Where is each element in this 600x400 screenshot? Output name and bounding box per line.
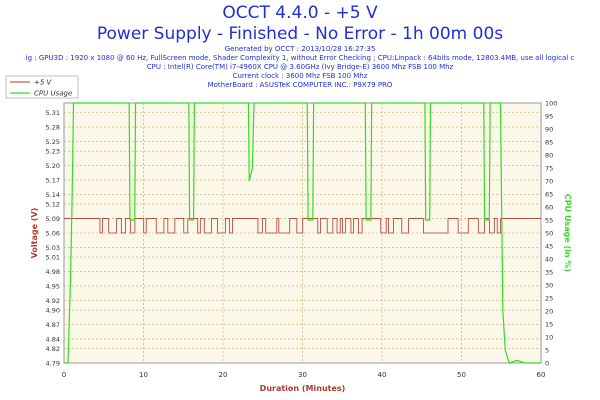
info-config: ig : GPU3D : 1920 x 1080 @ 60 Hz, FullSc… <box>25 54 575 62</box>
y-tick-label: 4.79 <box>46 360 60 368</box>
y-tick-label: 5.20 <box>46 162 60 170</box>
y-tick-label: 5.09 <box>46 215 60 223</box>
x-tick-label: 10 <box>139 371 148 379</box>
info-cpu: CPU : Intel(R) Core(TM) i7-4960X CPU @ 3… <box>146 63 454 71</box>
x-tick-label: 20 <box>219 371 228 379</box>
y2-tick-label: 40 <box>545 256 553 264</box>
y-tick-label: 5.06 <box>46 230 60 238</box>
y-tick-label: 5.12 <box>46 201 60 209</box>
y-tick-label: 5.03 <box>46 244 60 252</box>
y2-tick-label: 95 <box>545 113 553 121</box>
y2-tick-label: 30 <box>545 282 553 290</box>
legend-cpu-label: CPU Usage <box>34 90 72 98</box>
y2-tick-label: 75 <box>545 165 553 173</box>
x-tick-label: 40 <box>378 371 387 379</box>
x-tick-label: 30 <box>298 371 307 379</box>
x-tick-label: 50 <box>457 371 466 379</box>
y2-tick-label: 100 <box>545 100 557 108</box>
chart-title: OCCT 4.4.0 - +5 V <box>222 3 378 23</box>
y2-tick-label: 85 <box>545 139 553 147</box>
y-tick-label: 4.84 <box>46 335 60 343</box>
y2-tick-label: 10 <box>545 334 553 342</box>
y-tick-label: 5.23 <box>46 148 60 156</box>
y2-tick-label: 55 <box>545 217 553 225</box>
y2-tick-label: 5 <box>545 347 549 355</box>
chart-subtitle: Power Supply - Finished - No Error - 1h … <box>96 24 504 44</box>
info-motherboard: MotherBoard : ASUSTeK COMPUTER INC.: P9X… <box>207 81 393 89</box>
axes: 0 10 20 30 40 50 604.794.824.844.874.904.924.9… <box>30 100 572 394</box>
y2-tick-label: 50 <box>545 230 553 238</box>
legend-voltage-label: +5 V <box>34 79 53 87</box>
legend: +5 V CPU Usage <box>5 75 79 99</box>
y-tick-label: 4.92 <box>46 297 60 305</box>
y-tick-label: 5.17 <box>46 177 60 185</box>
y2-tick-label: 65 <box>545 191 553 199</box>
y-tick-label: 4.90 <box>46 307 60 315</box>
y-tick-label: 5.14 <box>46 191 60 199</box>
x-axis-label: Duration (Minutes) <box>260 384 346 393</box>
y-tick-label: 4.87 <box>46 321 60 329</box>
y2-tick-label: 20 <box>545 308 553 316</box>
x-tick-label: 60 <box>537 371 546 379</box>
y2-tick-label: 45 <box>545 243 553 251</box>
y2-tick-label: 0 <box>545 360 549 368</box>
y2-tick-label: 25 <box>545 295 553 303</box>
y2-tick-label: 70 <box>545 178 553 186</box>
x-tick-label: 0 <box>62 371 66 379</box>
cpu-usage-series-line <box>64 102 541 364</box>
y-tick-label: 4.95 <box>46 282 60 290</box>
y2-tick-label: 80 <box>545 152 553 160</box>
y2-tick-label: 35 <box>545 269 553 277</box>
series <box>64 102 541 364</box>
y2-axis-label: CPU Usage (in %) <box>563 194 572 272</box>
info-generated: Generated by OCCT : 2013/10/28 16:27:35 <box>224 45 376 53</box>
y-tick-label: 5.28 <box>46 124 60 132</box>
y2-tick-label: 15 <box>545 321 553 329</box>
y-tick-label: 4.98 <box>46 268 60 276</box>
y2-tick-label: 60 <box>545 204 553 212</box>
voltage-series-line <box>64 218 541 234</box>
info-clock: Current clock : 3600 Mhz FSB 100 Mhz <box>232 72 368 80</box>
y2-tick-label: 90 <box>545 126 553 134</box>
y-axis-label: Voltage (V) <box>30 208 39 259</box>
y-tick-label: 4.82 <box>46 345 60 353</box>
y-tick-label: 5.31 <box>46 109 60 117</box>
y-tick-label: 5.01 <box>46 254 60 262</box>
y-tick-label: 5.25 <box>46 138 60 146</box>
